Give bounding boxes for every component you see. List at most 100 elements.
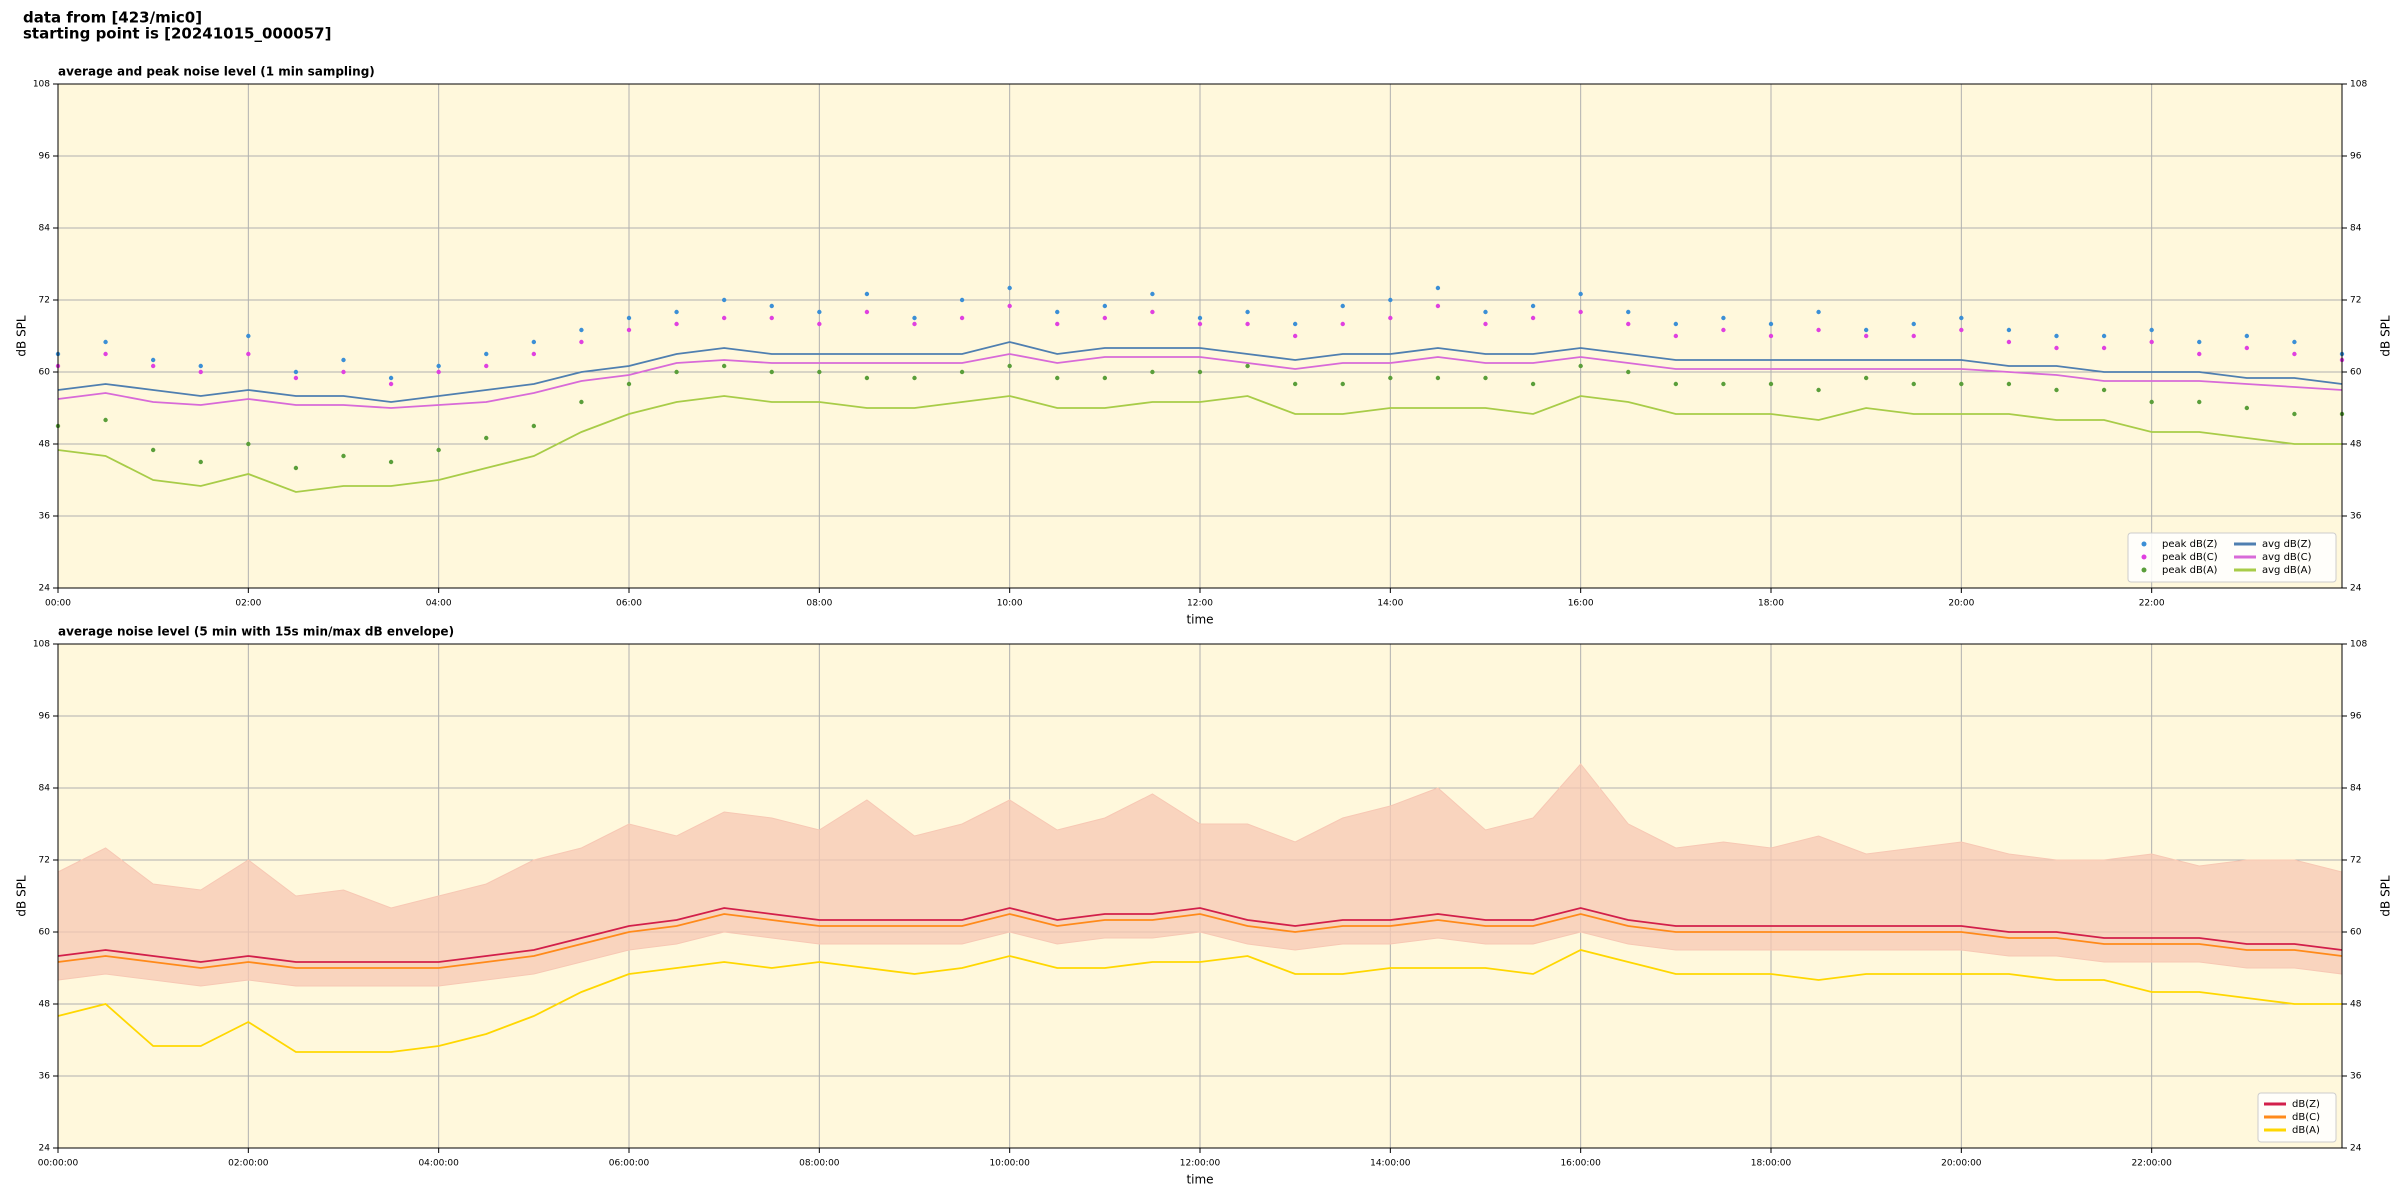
peak-point	[436, 447, 441, 453]
y-tick-label: 96	[39, 152, 51, 162]
y-tick-label: 48	[39, 440, 51, 450]
x-tick-label: 20:00	[1948, 599, 1974, 609]
peak-point	[198, 369, 203, 375]
peak-point	[1388, 315, 1393, 321]
peak-point	[1911, 321, 1916, 327]
x-tick-label: 22:00	[2139, 599, 2165, 609]
peak-point	[1626, 369, 1631, 375]
peak-point	[2244, 345, 2250, 351]
y-tick-label: 84	[39, 784, 51, 794]
peak-point	[721, 363, 727, 369]
x-axis-label: time	[1186, 613, 1213, 627]
y2-tick-label: 48	[2350, 440, 2362, 450]
peak-point	[1768, 333, 1774, 339]
peak-point	[1197, 315, 1203, 321]
peak-point	[912, 315, 917, 321]
x-tick-label: 08:00:00	[799, 1159, 840, 1169]
peak-point	[2149, 399, 2154, 405]
peak-point	[721, 315, 727, 321]
peak-point	[1055, 375, 1060, 381]
peak-point	[1959, 327, 1964, 333]
peak-point	[150, 447, 156, 453]
y2-tick-label: 48	[2350, 1000, 2362, 1010]
peak-point	[1530, 303, 1536, 309]
peak-point	[912, 375, 917, 381]
peak-point	[1150, 309, 1155, 315]
peak-point	[531, 423, 537, 429]
peak-point	[388, 381, 394, 387]
series-line	[57, 353, 2343, 409]
header-line: starting point is [20241015_000057]	[23, 25, 331, 43]
legend-label: avg dB(C)	[2262, 552, 2312, 563]
x-tick-label: 22:00:00	[2131, 1159, 2172, 1169]
peak-point	[769, 303, 774, 309]
peak-point	[150, 363, 156, 369]
peak-point	[198, 459, 203, 465]
peak-point	[579, 399, 584, 405]
y2-tick-label: 60	[2350, 928, 2362, 938]
peak-point	[864, 291, 870, 297]
peak-point	[436, 369, 441, 375]
y-axis-label: dB SPL	[15, 875, 29, 917]
peak-point	[1102, 303, 1108, 309]
y2-axis-label: dB SPL	[2379, 875, 2393, 917]
peak-point	[817, 309, 822, 315]
peak-point	[1530, 315, 1536, 321]
peak-point	[864, 309, 870, 315]
peak-point	[1911, 333, 1916, 339]
peak-point	[2292, 351, 2297, 357]
peak-point	[817, 369, 822, 375]
chart-title: average noise level (5 min with 15s min/…	[58, 625, 454, 639]
peak-point	[1197, 369, 1203, 375]
y2-tick-label: 84	[2350, 784, 2362, 794]
peak-point	[2006, 339, 2012, 345]
peak-point	[626, 327, 632, 333]
x-tick-label: 12:00	[1187, 599, 1213, 609]
x-tick-label: 06:00	[616, 599, 642, 609]
peak-point	[293, 465, 299, 471]
peak-point	[2244, 405, 2250, 411]
y-tick-label: 24	[39, 584, 51, 594]
peak-point	[1721, 327, 1726, 333]
x-tick-label: 16:00	[1568, 599, 1594, 609]
peak-point	[198, 363, 203, 369]
x-tick-label: 02:00:00	[228, 1159, 269, 1169]
y-axis-label: dB SPL	[15, 315, 29, 357]
x-tick-label: 14:00:00	[1370, 1159, 1411, 1169]
x-tick-label: 08:00	[806, 599, 832, 609]
peak-point	[1863, 375, 1869, 381]
peak-point	[1245, 309, 1250, 315]
peak-point	[769, 315, 774, 321]
peak-point	[1483, 375, 1488, 381]
legend-marker	[2141, 567, 2147, 573]
peak-point	[1626, 321, 1631, 327]
peak-point	[1959, 315, 1964, 321]
peak-point	[246, 351, 251, 357]
y-tick-label: 72	[39, 296, 50, 306]
peak-point	[817, 321, 822, 327]
x-tick-label: 00:00	[45, 599, 71, 609]
peak-point	[246, 441, 251, 447]
peak-point	[1007, 285, 1012, 291]
peak-point	[1483, 321, 1488, 327]
peak-point	[721, 297, 727, 303]
y-tick-label: 108	[33, 640, 50, 650]
y-tick-label: 60	[39, 928, 51, 938]
peak-point	[1388, 297, 1393, 303]
peak-point	[1578, 363, 1583, 369]
peak-point	[1435, 375, 1441, 381]
x-tick-label: 20:00:00	[1941, 1159, 1982, 1169]
y2-axis-label: dB SPL	[2379, 315, 2393, 357]
peak-point	[674, 369, 679, 375]
peak-point	[769, 369, 774, 375]
y2-tick-label: 60	[2350, 368, 2362, 378]
legend-marker	[2141, 554, 2147, 560]
peak-point	[1007, 363, 1012, 369]
y2-tick-label: 96	[2350, 152, 2362, 162]
peak-point	[388, 375, 394, 381]
peak-point	[2006, 327, 2012, 333]
y2-tick-label: 108	[2350, 80, 2367, 90]
peak-point	[1388, 375, 1393, 381]
peak-point	[436, 363, 441, 369]
